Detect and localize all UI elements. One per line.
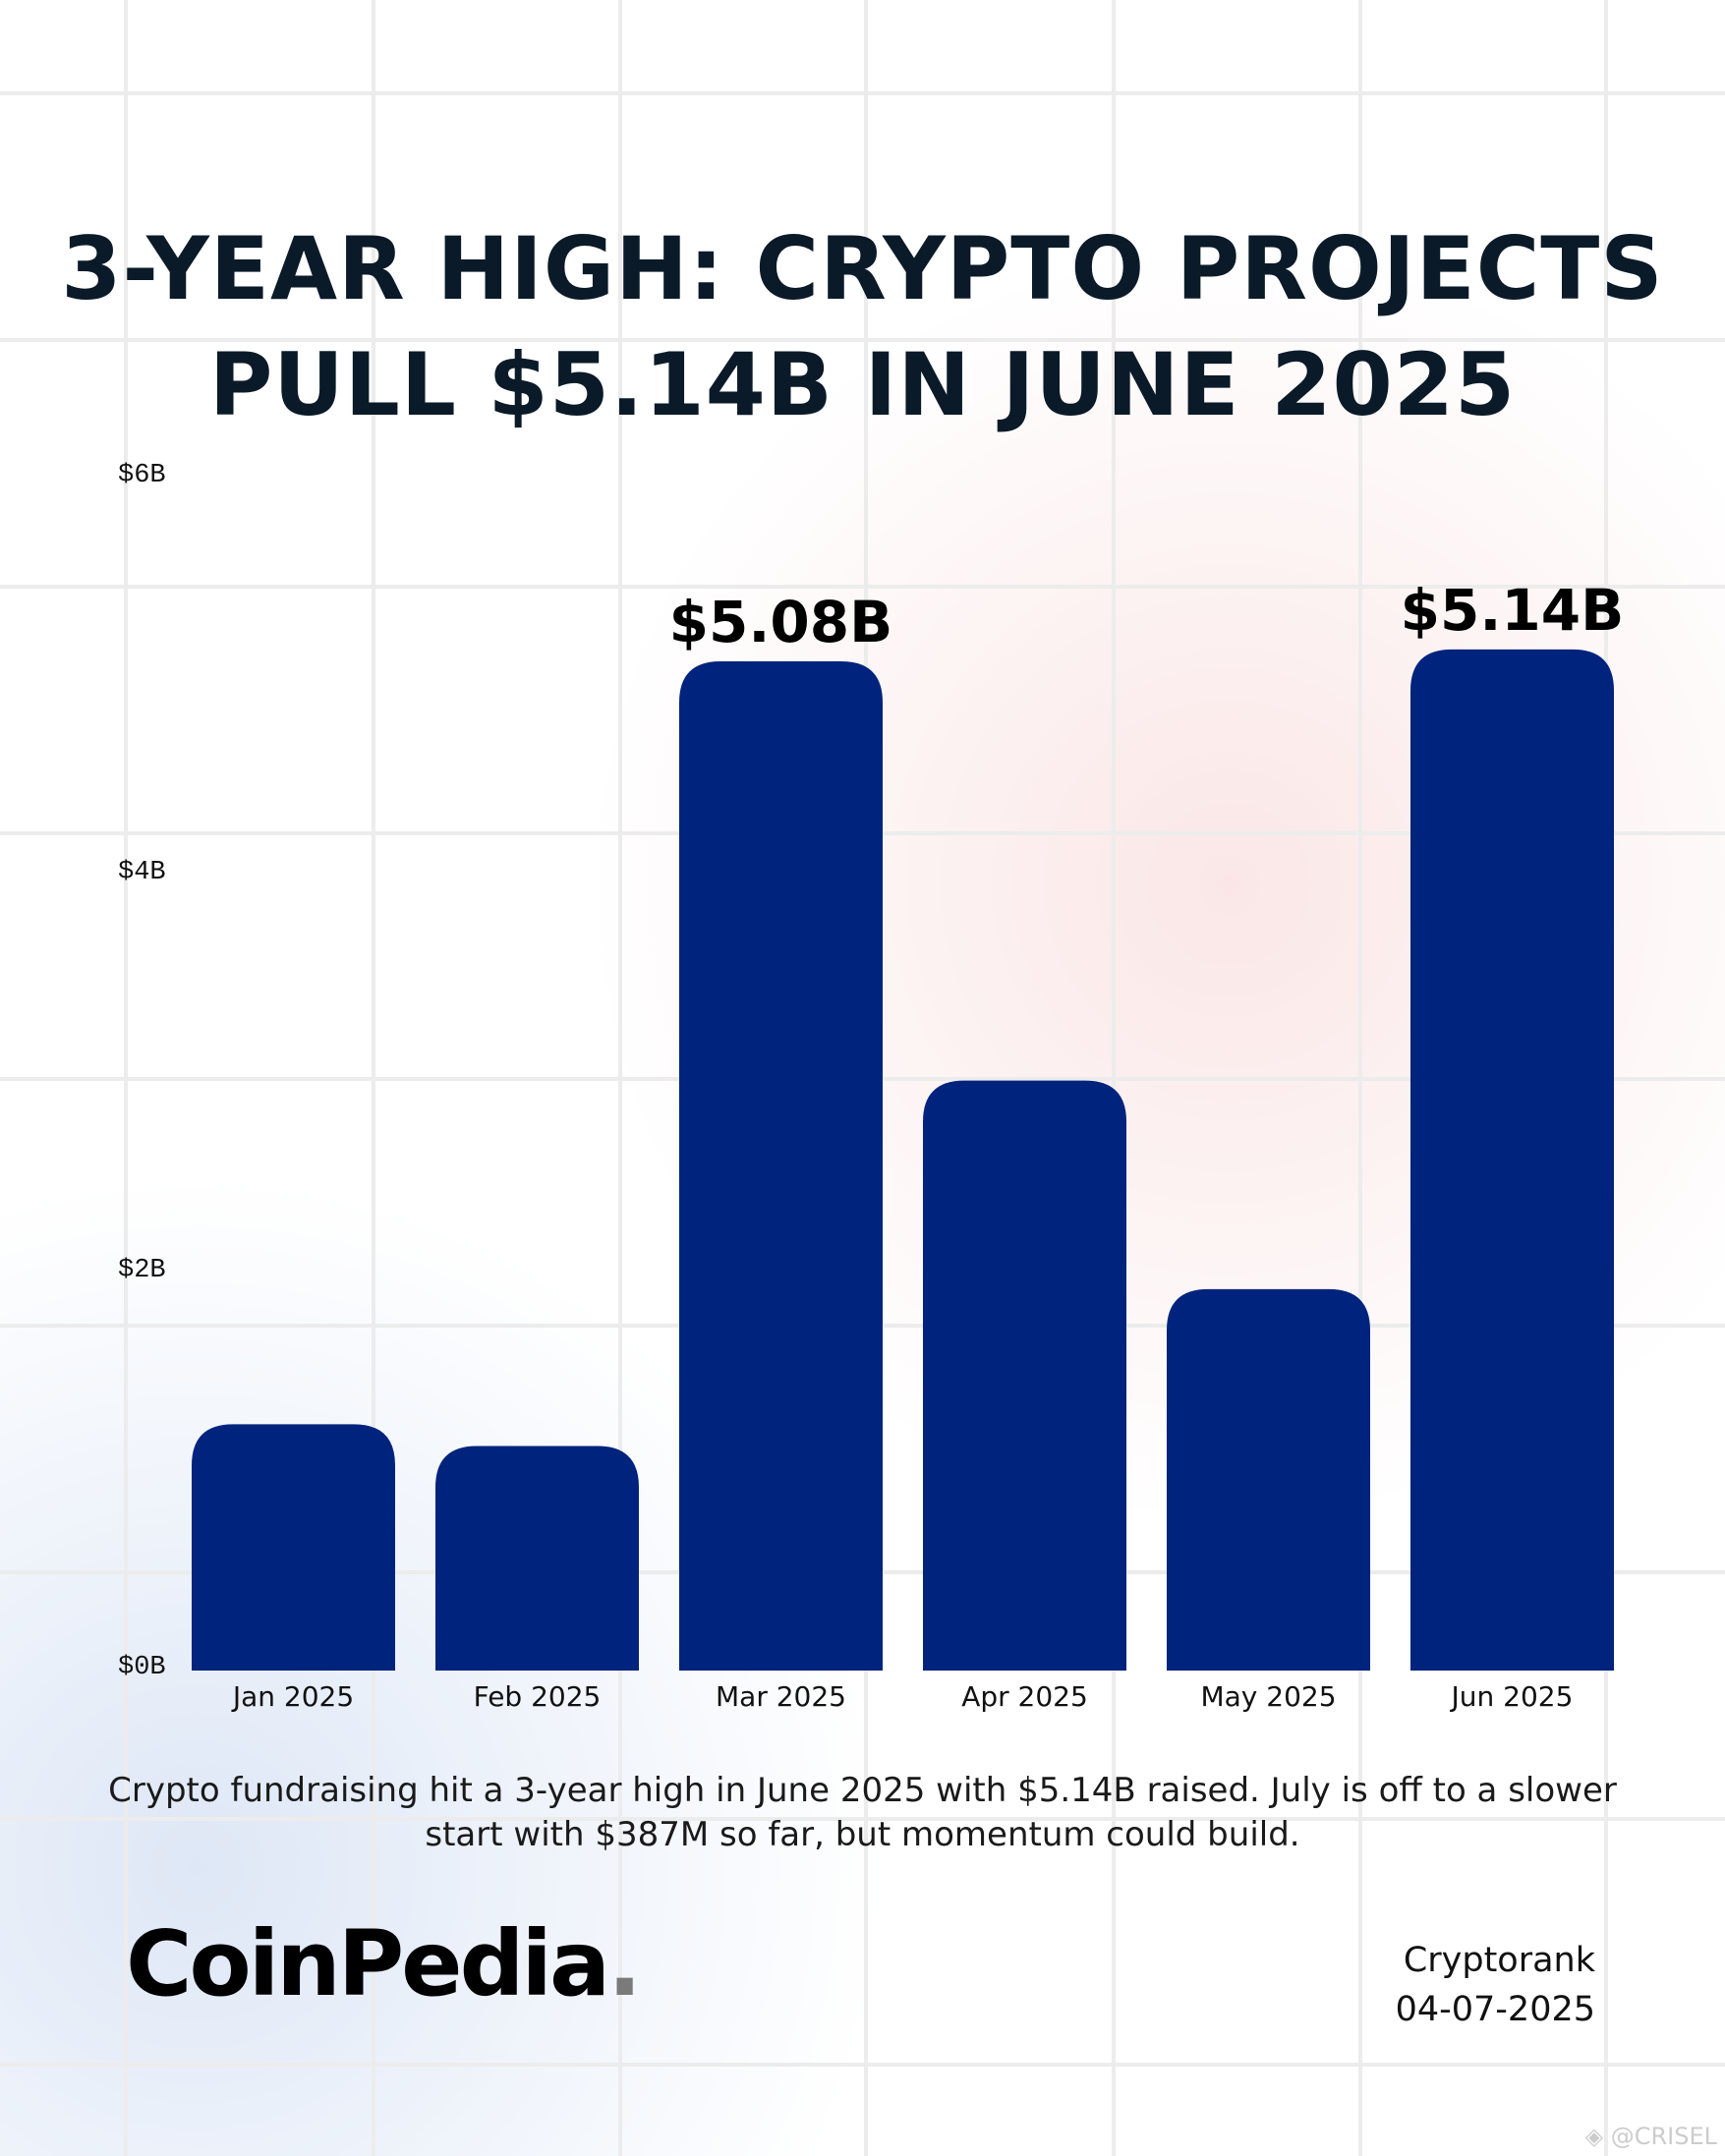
watermark-text: @CRISEL [1610, 2123, 1717, 2150]
bar-may-2025 [1167, 1288, 1370, 1671]
source-date: 04-07-2025 [1395, 1990, 1595, 2029]
binance-icon: ◈ [1584, 2123, 1611, 2150]
data-label: $5.08B [669, 589, 893, 655]
source-name: Cryptorank [1403, 1941, 1595, 1980]
bar-feb-2025 [435, 1446, 639, 1671]
watermark: ◈ @CRISEL [1585, 2123, 1717, 2150]
x-tick-label: Jan 2025 [231, 1680, 354, 1713]
y-tick-label: $6B [118, 461, 166, 490]
bar-mar-2025 [679, 660, 883, 1671]
x-tick-label: Feb 2025 [474, 1680, 602, 1713]
y-tick-label: $4B [118, 858, 166, 888]
bar-jun-2025 [1410, 649, 1614, 1672]
x-tick-label: May 2025 [1200, 1680, 1336, 1713]
coinpedia-logo: CoinPedia. [126, 1911, 642, 2016]
bar-chart: Jan 2025 Feb 2025 Mar 2025 $5.08B Apr 2025 Ma… [192, 577, 1625, 1713]
y-tick-label: $0B [118, 1653, 166, 1682]
y-tick-label: $2B [118, 1255, 166, 1285]
x-tick-label: Apr 2025 [961, 1680, 1088, 1713]
caption: Crypto fundraising hit a 3-year high in … [108, 1771, 1617, 1854]
x-tick-label: Mar 2025 [716, 1680, 846, 1713]
chart-title: 3-YEAR HIGH: CRYPTO PROJECTS PULL $5.14B… [0, 211, 1725, 443]
x-tick-label: Jun 2025 [1450, 1680, 1574, 1713]
bar-jan-2025 [192, 1424, 395, 1671]
bar-apr-2025 [923, 1080, 1126, 1671]
source-block: Cryptorank 04-07-2025 [1396, 1936, 1595, 2034]
title-line-1: 3-YEAR HIGH: CRYPTO PROJECTS [61, 218, 1664, 319]
logo-dot: . [607, 1911, 642, 2016]
data-label: $5.14B [1401, 577, 1625, 644]
logo-text: CoinPedia [126, 1911, 610, 2016]
title-line-2: PULL $5.14B IN JUNE 2025 [208, 334, 1517, 435]
